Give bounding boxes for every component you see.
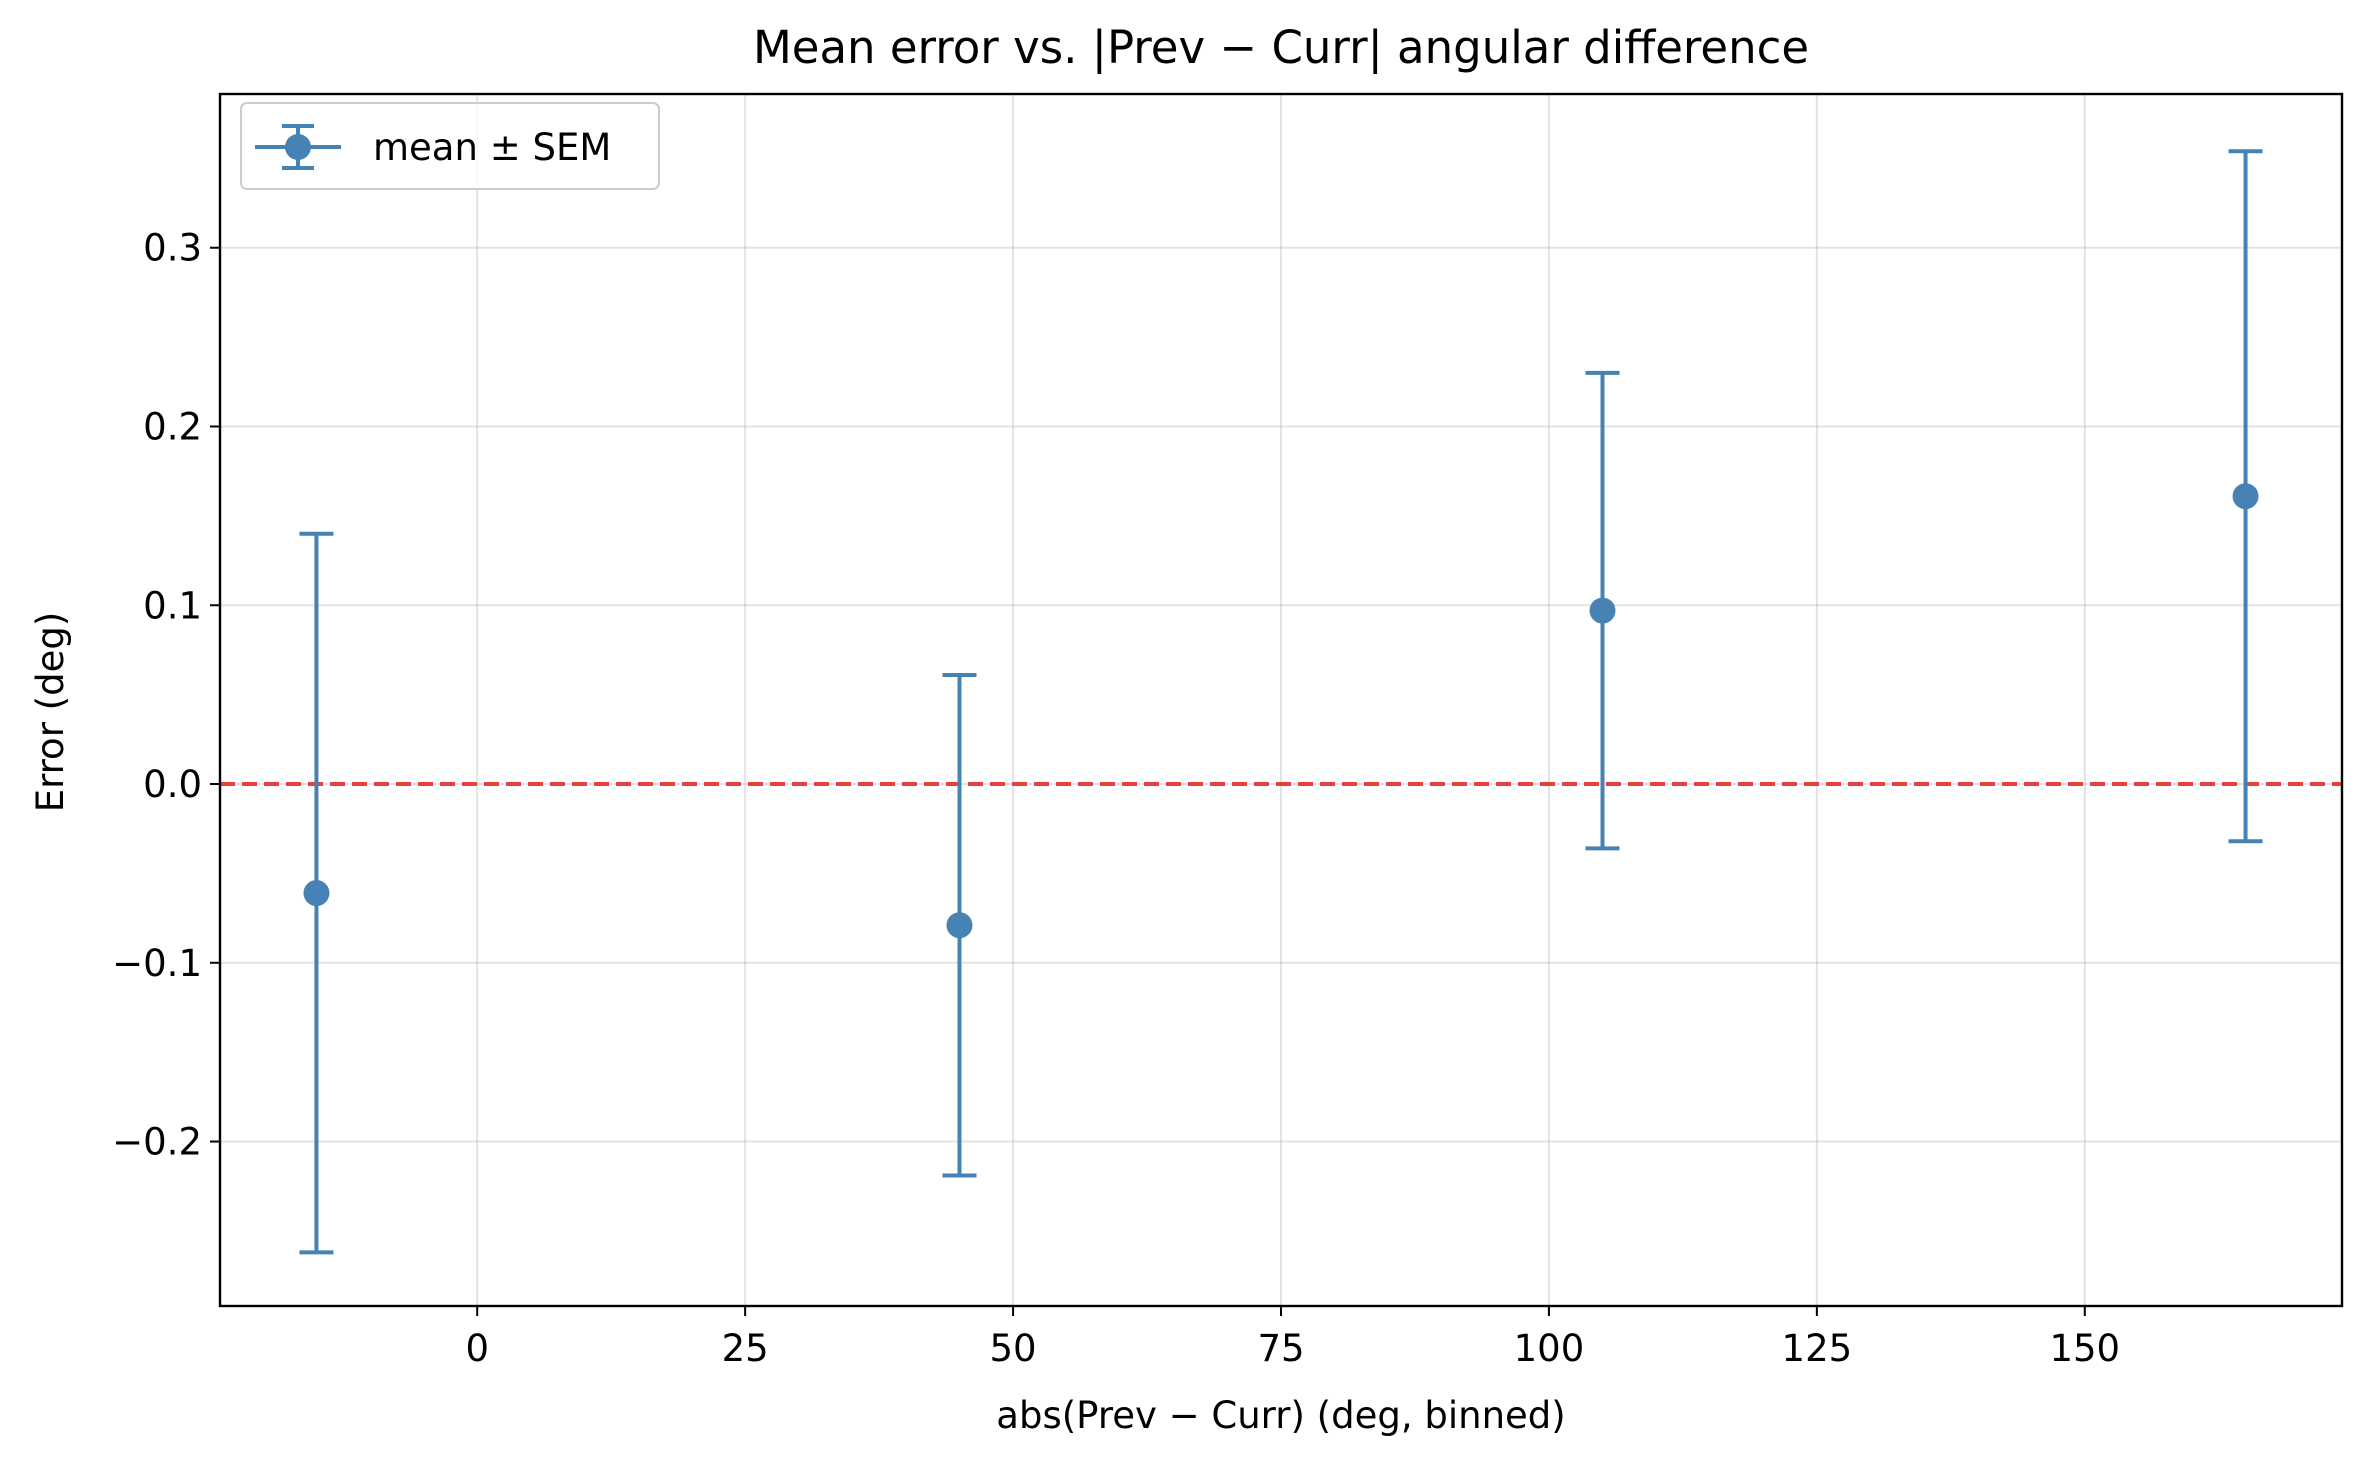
data-point-group [1585,370,1620,851]
x-tick-label: 0 [465,1327,489,1370]
x-tick-label: 150 [2049,1327,2120,1370]
x-tick-label: 25 [722,1327,769,1370]
y-axis-ticks: −0.2 −0.1 0.0 0.1 0.2 0.3 [112,227,220,1164]
x-axis-label: abs(Prev − Curr) (deg, binned) [996,1394,1565,1437]
data-point-marker [1589,597,1616,624]
y-tick-label: 0.2 [143,405,202,448]
legend-marker [255,124,341,170]
y-axis-label: Error (deg) [29,612,72,813]
data-point-marker [946,912,973,939]
data-point-group [299,531,334,1255]
y-tick-label: 0.0 [143,763,202,806]
x-tick-label: 125 [1782,1327,1853,1370]
y-tick-label: −0.1 [112,942,202,985]
y-tick-label: −0.2 [112,1121,202,1164]
data-point-group [942,672,977,1178]
x-tick-label: 100 [1514,1327,1585,1370]
data-point-marker [303,880,330,907]
legend: mean ± SEM [240,102,660,190]
chart-title: Mean error vs. |Prev − Curr| angular dif… [753,21,1809,74]
series-layer [299,149,2263,1255]
data-point-marker [2232,483,2259,510]
legend-label: mean ± SEM [373,126,611,169]
legend-point-marker [285,134,311,160]
x-tick-label: 50 [990,1327,1037,1370]
x-tick-label: 75 [1257,1327,1304,1370]
x-axis-ticks: 0 25 50 75 100 125 150 [465,1306,2120,1370]
y-tick-label: 0.3 [143,227,202,270]
legend-box [240,102,660,190]
y-tick-label: 0.1 [143,584,202,627]
data-point-group [2228,149,2263,844]
